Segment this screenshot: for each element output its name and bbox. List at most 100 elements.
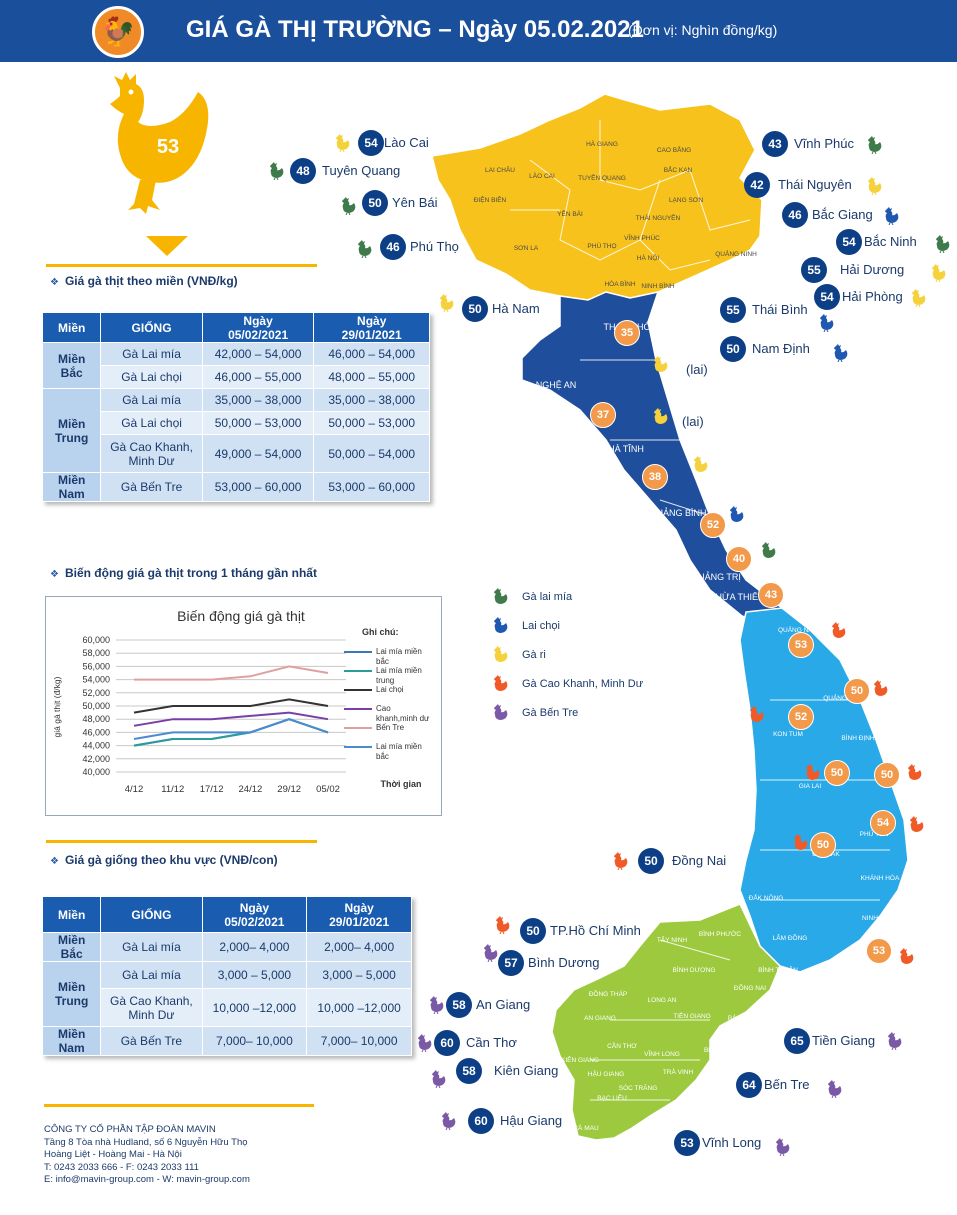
map-province-label: LONG AN [648, 997, 677, 1004]
breed-cell: Gà Bến Tre [100, 1026, 203, 1056]
table-row: Miền Trung Gà Lai mía 35,000 – 38,000 35,000… [41, 388, 430, 473]
hen-icon [794, 834, 808, 850]
province-price-badge: 53 [674, 1130, 700, 1156]
header-date-prev: Ngày 29/01/2021 [306, 896, 412, 933]
province-name: Bến Tre [764, 1077, 810, 1092]
legend-label: Bến Tre [376, 723, 405, 732]
breed-cell: Gà Lai chọi [100, 411, 203, 435]
table-row: Gà Cao Khanh, Minh Dư 49,000 – 54,000 50,00… [43, 434, 430, 473]
map-province-label: TIỀN GIANG [673, 1010, 711, 1020]
footer: CÔNG TY CỔ PHẦN TẬP ĐOÀN MAVIN Tầng 8 Tò… [44, 1124, 250, 1187]
series-line [133, 698, 329, 714]
breed-cell: Gà Lai chọi [100, 365, 203, 389]
series-line [133, 718, 329, 740]
map-legend-label: Gà Bến Tre [522, 707, 579, 719]
y-tick-label: 48,000 [82, 714, 110, 724]
table-row: Gà Lai chọi 50,000 – 53,000 50,000 – 53,00… [43, 411, 430, 435]
map-province-label: BÌNH PHƯỚC [699, 929, 741, 938]
map-province-label: ĐỒNG NAI [734, 982, 766, 992]
hen-hero-icon [110, 72, 209, 214]
hen-icon [614, 852, 628, 870]
hen-icon [888, 1032, 902, 1050]
table-row: Miền Trung Gà Lai mía 3,000 – 5,000 3,000 – … [41, 961, 412, 1027]
map-province-label: BÌNH THUẬN [758, 965, 798, 974]
chart-svg: Biến động giá gà thịt 40,000 42,000 44,000 4… [52, 608, 430, 795]
hen-icon [484, 944, 498, 962]
map-province-label: CẦN THƠ [607, 1040, 637, 1050]
section-chart-title: ❖ Biến động giá gà thịt trong 1 tháng gần… [50, 566, 317, 580]
legend-label: Lai chọi [376, 685, 404, 694]
footer-address2: Hoàng Liệt - Hoàng Mai - Hà Nội [44, 1149, 182, 1160]
map-region-south-central [739, 607, 909, 973]
divider [46, 840, 317, 843]
table-row: Miền Nam Gà Bến Tre 7,000– 10,000 7,000– 10,… [41, 1026, 412, 1056]
legend-label: Lai mía miền trung [376, 666, 422, 685]
x-tick-label: 11/12 [161, 784, 184, 795]
price-prev-cell: 35,000 – 38,000 [313, 388, 430, 412]
price-today-cell: 42,000 – 54,000 [201, 342, 315, 366]
map-province-label: NINH THUẬN [862, 913, 902, 922]
breed-cell: Gà Cao Khanh, Minh Dư [100, 434, 203, 473]
province-price-badge: 46 [380, 234, 406, 260]
map-province-label: CÀ MAU [573, 1123, 599, 1132]
map-province-label: ĐẮK NÔNG [749, 893, 784, 902]
map-province-label: KON TUM [773, 731, 803, 738]
section-chick-title: ❖ Giá gà giống theo khu vực (VNĐ/con) [50, 853, 278, 867]
map-province-label: CAO BẰNG [657, 145, 691, 154]
province-price-badge: 58 [456, 1058, 482, 1084]
hen-icon [874, 680, 888, 696]
legend-label: Lai mía miền bắc [376, 647, 422, 666]
map-province-label: SƠN LA [514, 245, 539, 252]
rooster-logo-icon: 🐓 [92, 6, 144, 58]
breed-cell: Gà Bến Tre [100, 472, 203, 502]
hen-icon [496, 916, 510, 934]
price-prev-cell: 3,000 – 5,000 [306, 961, 412, 989]
header-region: Miền [41, 312, 102, 343]
legend-hen-icon [494, 675, 508, 691]
hen-icon [834, 344, 848, 362]
header-date-prev: Ngày 29/01/2021 [313, 312, 430, 343]
map-province-label: PHÚ YÊN [860, 829, 889, 838]
map-province-label: QUẢNG NINH [715, 249, 757, 258]
map-province-label: LẠNG SƠN [669, 197, 703, 204]
down-arrow-icon [146, 236, 188, 256]
map-legend-label: Gà Cao Khanh, Minh Dư [522, 678, 644, 690]
map-province-label: TÂY NINH [657, 935, 688, 944]
province-name: Phú Thọ [410, 239, 459, 254]
hen-icon [430, 996, 444, 1014]
divider [46, 264, 317, 267]
hen-icon [440, 294, 454, 312]
province-price-badge: 50 [362, 190, 388, 216]
province-price-badge: 57 [498, 950, 524, 976]
footer-web: E: info@mavin-group.com - W: mavin-group… [44, 1174, 250, 1185]
header-date-today: Ngày 05/02/2021 [201, 896, 308, 933]
x-tick-label: 29/12 [277, 784, 301, 795]
province-name: Bắc Ninh [864, 234, 917, 249]
province-price-badge: 54 [836, 229, 862, 255]
price-today-cell: 10,000 –12,000 [201, 988, 308, 1027]
y-tick-label: 58,000 [82, 648, 110, 658]
hen-icon [654, 356, 668, 372]
province-name: Cần Thơ [466, 1035, 517, 1050]
y-axis-label: giá gà thịt (đ/kg) [52, 676, 62, 737]
hen-icon [694, 456, 708, 472]
province-price-badge: 50 [520, 918, 546, 944]
province-name: Nam Định [752, 341, 810, 356]
map-province-label: VĨNH LONG [644, 1049, 680, 1058]
province-price-badge: 50 [462, 296, 488, 322]
price-today-cell: 53,000 – 60,000 [201, 472, 315, 502]
map-province-label: THÁI NGUYÊN [636, 213, 681, 222]
map-province-label: QUẢNG BÌNH [649, 507, 706, 518]
hen-icon [912, 289, 926, 307]
map-province-label: BÌNH ĐỊNH [841, 733, 875, 742]
map-legend-label: Lai chọi [522, 620, 560, 632]
hen-icon [442, 1112, 456, 1130]
hen-icon [936, 235, 950, 253]
map-province-label: BÀ RỊA VŨNG TÀU [728, 1013, 785, 1022]
hen-icon [750, 706, 764, 722]
map-province-label: KHÁNH HÒA [861, 873, 900, 882]
region-cell: Miền Bắc [41, 342, 102, 389]
y-tick-label: 56,000 [82, 661, 110, 671]
hen-icon [730, 506, 744, 522]
province-price-badge: 43 [762, 131, 788, 157]
